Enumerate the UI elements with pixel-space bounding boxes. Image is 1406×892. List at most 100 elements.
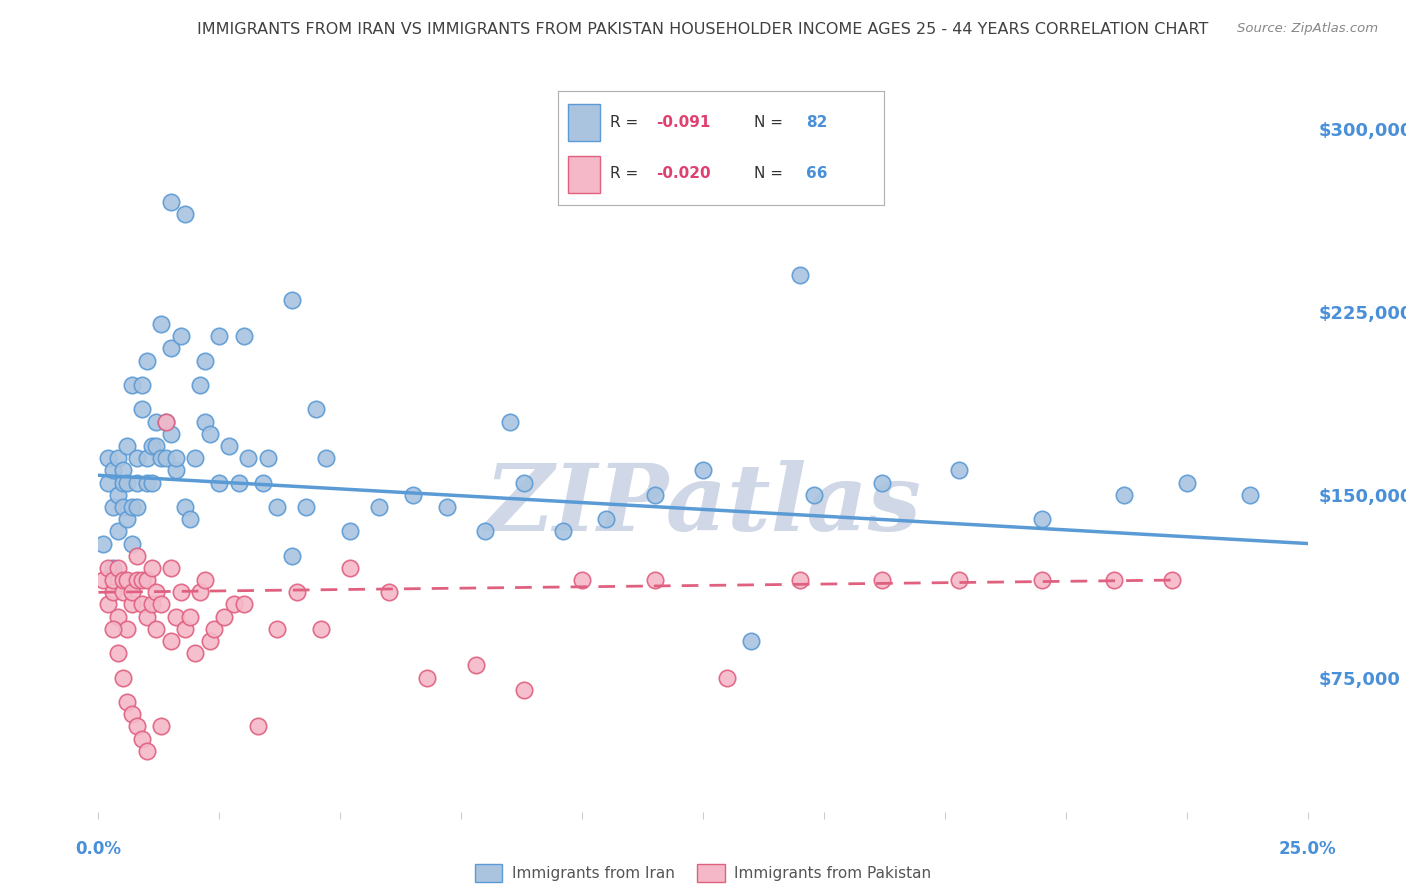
Point [101, 500, 124, 514]
Point [160, 426, 183, 441]
Point [194, 415, 217, 429]
Point [97, 598, 120, 612]
Point [150, 598, 173, 612]
Point [402, 488, 425, 502]
Point [127, 719, 149, 733]
Text: 0.0%: 0.0% [76, 840, 121, 858]
Point [121, 536, 143, 550]
Point [194, 573, 217, 587]
Point [91, 536, 114, 550]
Point [474, 524, 496, 539]
Point [107, 524, 129, 539]
Point [97, 561, 120, 575]
Point [194, 353, 217, 368]
Text: IMMIGRANTS FROM IRAN VS IMMIGRANTS FROM PAKISTAN HOUSEHOLDER INCOME AGES 25 - 44: IMMIGRANTS FROM IRAN VS IMMIGRANTS FROM … [197, 22, 1209, 37]
Point [155, 415, 177, 429]
Point [498, 415, 520, 429]
Point [121, 598, 143, 612]
Point [198, 634, 221, 648]
Point [107, 451, 129, 466]
Point [551, 524, 574, 539]
Point [198, 426, 221, 441]
Point [513, 682, 536, 697]
Point [111, 475, 134, 490]
Point [160, 634, 183, 648]
Point [127, 573, 149, 587]
Point [107, 488, 129, 502]
Point [107, 646, 129, 660]
Point [571, 573, 593, 587]
Point [131, 378, 153, 392]
Point [1112, 488, 1135, 502]
Point [101, 463, 124, 477]
Point [266, 500, 288, 514]
Point [1175, 475, 1198, 490]
Point [111, 463, 134, 477]
Point [803, 488, 825, 502]
Point [160, 342, 183, 356]
Point [155, 415, 177, 429]
Point [377, 585, 399, 599]
Point [204, 622, 226, 636]
Point [266, 622, 288, 636]
Point [145, 622, 167, 636]
Point [150, 719, 173, 733]
Point [117, 695, 139, 709]
Point [97, 475, 120, 490]
Point [169, 329, 191, 343]
Point [141, 439, 163, 453]
Point [169, 585, 191, 599]
Point [165, 451, 187, 466]
Point [117, 512, 139, 526]
Point [135, 451, 157, 466]
Point [174, 500, 197, 514]
Point [165, 463, 187, 477]
Point [595, 512, 617, 526]
Point [135, 353, 157, 368]
Point [145, 439, 167, 453]
Point [111, 500, 134, 514]
Text: Source: ZipAtlas.com: Source: ZipAtlas.com [1237, 22, 1378, 36]
Point [644, 488, 666, 502]
Point [339, 524, 361, 539]
Point [174, 207, 197, 221]
Point [948, 463, 970, 477]
Point [305, 402, 328, 417]
Point [184, 646, 207, 660]
Point [1161, 573, 1184, 587]
Point [150, 317, 173, 331]
Point [247, 719, 270, 733]
Point [111, 671, 134, 685]
Point [145, 415, 167, 429]
Point [150, 451, 173, 466]
Point [101, 573, 124, 587]
Point [160, 195, 183, 210]
Point [1102, 573, 1125, 587]
Point [256, 451, 278, 466]
Point [127, 549, 149, 563]
Point [135, 609, 157, 624]
Point [145, 585, 167, 599]
Point [315, 451, 337, 466]
Point [131, 573, 153, 587]
Point [1031, 512, 1053, 526]
Point [281, 549, 304, 563]
Point [155, 451, 177, 466]
Point [740, 634, 762, 648]
Point [165, 609, 187, 624]
Point [368, 500, 391, 514]
Point [212, 609, 235, 624]
Text: 25.0%: 25.0% [1279, 840, 1336, 858]
Point [232, 598, 254, 612]
Point [121, 585, 143, 599]
Point [789, 573, 811, 587]
Point [135, 744, 157, 758]
Point [127, 451, 149, 466]
Point [179, 609, 201, 624]
Point [252, 475, 274, 490]
Point [101, 622, 124, 636]
Point [174, 622, 197, 636]
Point [184, 451, 207, 466]
Point [1031, 573, 1053, 587]
Point [135, 475, 157, 490]
